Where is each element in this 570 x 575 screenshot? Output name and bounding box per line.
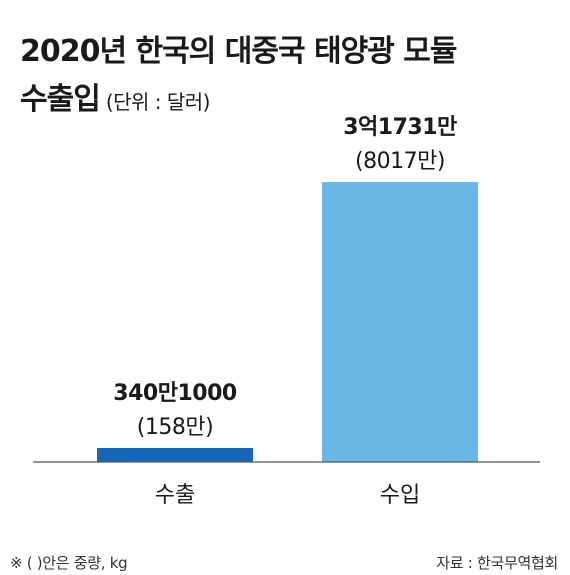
value-label-1: 3억1731만 xyxy=(343,115,457,140)
footnote: ※ ( )안은 중량, kg xyxy=(10,554,128,572)
chart-title: 2020년 한국의 대중국 태양광 모듈 수출입 (단위 : 달러) xyxy=(20,28,457,126)
sub-label-1: (8017만) xyxy=(355,149,445,174)
source-note: 자료 : 한국무역협회 xyxy=(436,554,558,572)
title-line-1: 2020년 한국의 대중국 태양광 모듈 xyxy=(20,34,457,69)
title-line-2: 수출입 (단위 : 달러) xyxy=(20,76,456,126)
bar-1 xyxy=(322,182,478,462)
unit-label: (단위 : 달러) xyxy=(105,90,211,114)
category-label-0: 수출 xyxy=(155,483,195,508)
title-main: 수출입 xyxy=(20,82,101,117)
value-label-0: 340만1000 xyxy=(113,381,237,406)
sub-label-0: (158만) xyxy=(137,415,213,440)
category-label-1: 수입 xyxy=(380,483,420,508)
bar-0 xyxy=(97,448,253,462)
